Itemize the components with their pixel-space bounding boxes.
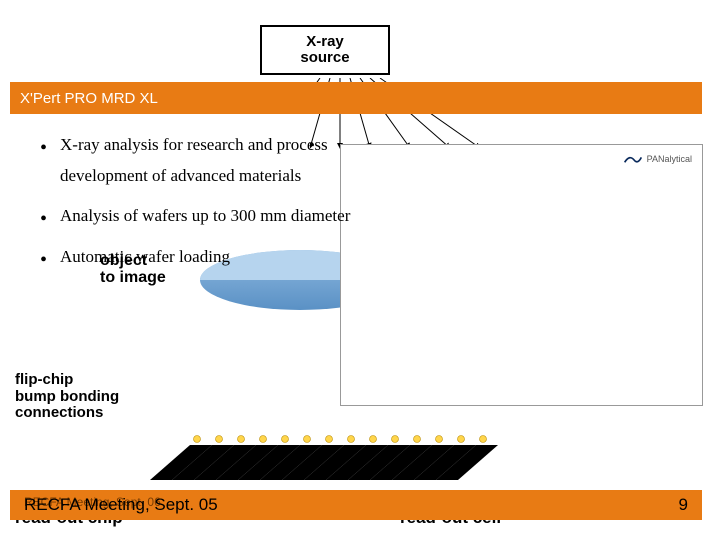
bullet-1: X-ray analysis for research and process … xyxy=(30,130,410,191)
title-bar: X'Pert PRO MRD XL xyxy=(10,82,702,114)
bullet-2: Analysis of wafers up to 300 mm diameter xyxy=(30,201,410,232)
footer-main-text: RECFA Meeting, Sept. 05 xyxy=(24,495,218,514)
flip-chip-l3: connections xyxy=(15,405,119,422)
title-bar-text: X'Pert PRO MRD XL xyxy=(20,90,158,107)
flip-chip-l2: bump bonding xyxy=(15,389,119,406)
flip-chip-label: flip-chip bump bonding connections xyxy=(15,372,119,422)
corner-page-number: 9 xyxy=(708,506,714,518)
footer-left: RECFA Meeting, Sept. 06 RECFA Meeting, S… xyxy=(24,495,218,515)
xray-source-line1: X-ray xyxy=(306,34,344,51)
bullet-list: X-ray analysis for research and process … xyxy=(30,130,410,282)
panalytical-text: PANalytical xyxy=(647,154,692,164)
footer-bar: RECFA Meeting, Sept. 06 RECFA Meeting, S… xyxy=(10,490,702,520)
xray-source-box: X-ray source xyxy=(260,25,390,75)
flip-chip-l1: flip-chip xyxy=(15,372,119,389)
bullet-3: Automatic wafer loading xyxy=(30,242,410,273)
xray-source-line2: source xyxy=(300,50,349,67)
panalytical-logo: PANalytical xyxy=(623,153,692,165)
footer-page-number: 9 xyxy=(679,495,688,515)
